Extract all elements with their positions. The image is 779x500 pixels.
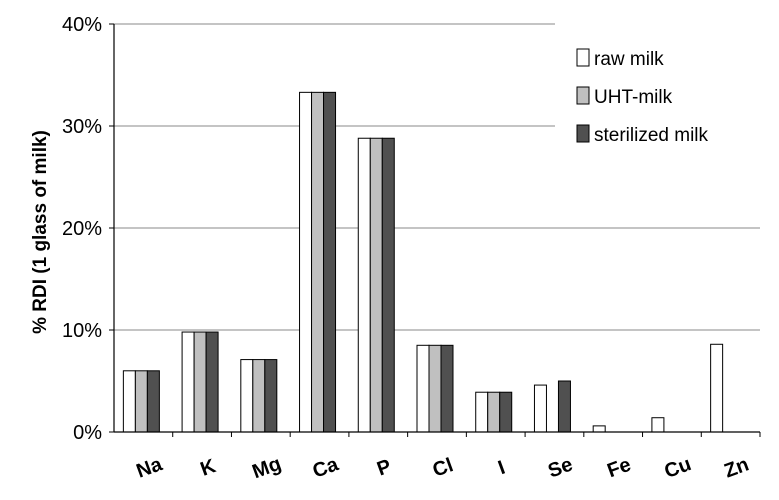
x-tick-label: Zn — [721, 453, 751, 482]
bar-na-sterilized-milk — [146, 370, 160, 433]
legend-label: UHT-milk — [594, 87, 673, 108]
x-tick-label: Na — [134, 453, 166, 483]
y-axis-label: % RDI (1 glass of milk) — [30, 130, 51, 334]
bar-fe-raw-milk — [592, 425, 606, 433]
y-tick-labels: 0% 10% 20% 30% 40% — [62, 14, 102, 444]
bar-ca-sterilized-milk — [323, 91, 337, 433]
y-tick-label: 10% — [62, 320, 102, 342]
y-tick-label: 40% — [62, 14, 102, 36]
bar-zn-raw-milk — [710, 343, 724, 433]
bar-mg-uht-milk — [252, 359, 266, 433]
x-tick-label: I — [495, 457, 508, 480]
bar-k-sterilized-milk — [205, 331, 219, 433]
legend-swatch — [576, 124, 590, 143]
bar-i-raw-milk — [475, 391, 489, 433]
x-tick-label: Cu — [662, 453, 695, 483]
bar-p-uht-milk — [369, 137, 383, 433]
bar-se-sterilized-milk — [557, 380, 571, 433]
y-tick-label: 30% — [62, 116, 102, 138]
axes — [109, 23, 761, 437]
bars — [122, 91, 724, 433]
bar-cu-raw-milk — [651, 417, 665, 433]
bar-cl-sterilized-milk — [440, 344, 454, 433]
bar-k-raw-milk — [181, 331, 195, 433]
bar-i-sterilized-milk — [499, 391, 513, 433]
bar-i-uht-milk — [487, 391, 501, 433]
bar-mg-sterilized-milk — [264, 359, 278, 433]
bar-ca-raw-milk — [299, 91, 313, 433]
bar-k-uht-milk — [193, 331, 207, 433]
x-tick-label: Cl — [430, 454, 456, 482]
bar-se-raw-milk — [533, 384, 547, 433]
y-tick-label: 20% — [62, 218, 102, 240]
x-tick-label: P — [374, 455, 394, 480]
legend-swatch — [576, 86, 590, 105]
legend-label: sterilized milk — [594, 125, 709, 146]
bar-na-raw-milk — [122, 370, 136, 433]
bar-cl-uht-milk — [428, 344, 442, 433]
bar-mg-raw-milk — [240, 359, 254, 433]
bar-cl-raw-milk — [416, 344, 430, 433]
x-tick-label: Se — [545, 453, 576, 482]
x-tick-labels: Na K Mg Ca P Cl I Se Fe Cu Zn — [134, 453, 752, 484]
legend: raw milk UHT-milk sterilized milk — [576, 48, 709, 146]
x-tick-label: Mg — [249, 453, 284, 484]
bar-ca-uht-milk — [311, 91, 325, 433]
x-tick-label: K — [198, 455, 220, 481]
x-tick-label: Fe — [604, 454, 633, 483]
legend-swatch — [576, 48, 590, 67]
bar-p-sterilized-milk — [381, 137, 395, 433]
bar-na-uht-milk — [134, 370, 148, 433]
bar-p-raw-milk — [357, 137, 371, 433]
legend-label: raw milk — [594, 49, 664, 70]
y-tick-label: 0% — [73, 422, 102, 444]
x-tick-label: Ca — [310, 453, 342, 483]
